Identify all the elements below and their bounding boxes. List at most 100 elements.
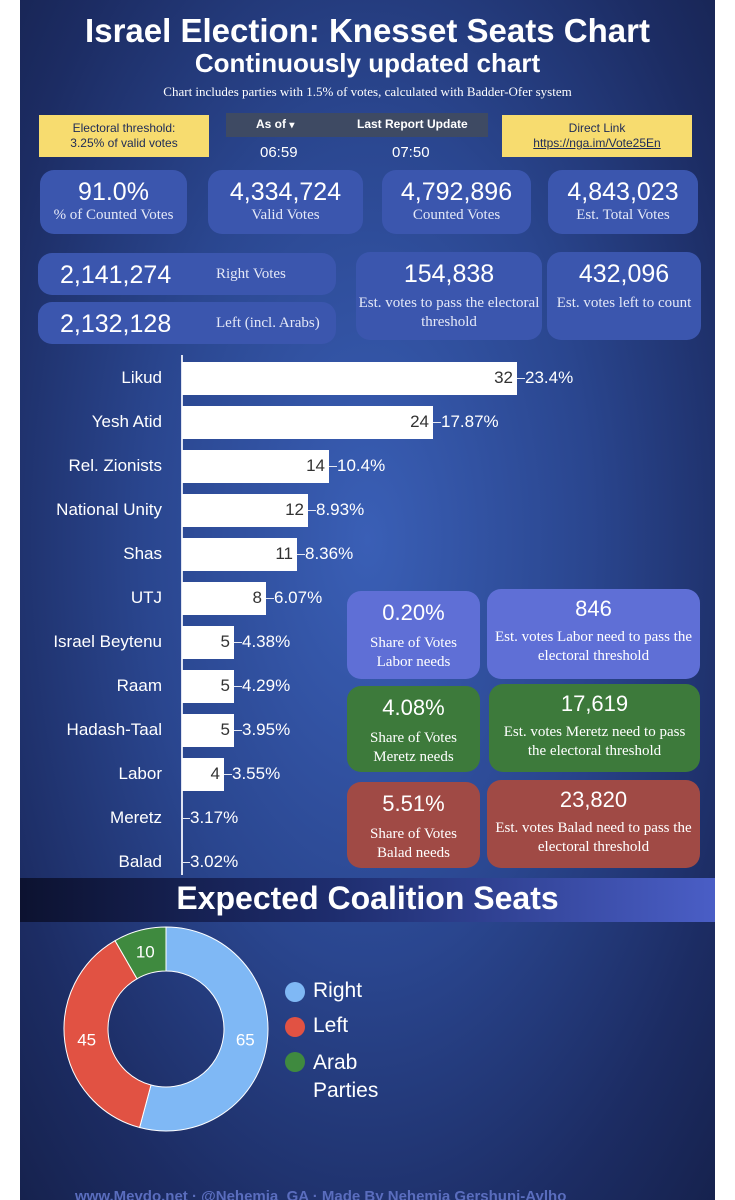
bar-label: Hadash-Taal — [66, 720, 162, 739]
legend-label-arab[interactable]: Arab Parties — [313, 1051, 379, 1102]
coalition-title: Expected Coalition Seats — [176, 880, 559, 916]
as-of-dropdown[interactable]: As of ▾ — [256, 113, 294, 137]
legend-swatch-right — [285, 982, 305, 1002]
threshold-box: Electoral threshold: 3.25% of valid vote… — [39, 115, 209, 157]
meretz-share-label: Share of Votes Meretz needs — [370, 730, 457, 765]
bar-tick — [433, 422, 441, 423]
bar-tick — [297, 554, 305, 555]
meretz-votes-label: Est. votes Meretz need to pass the elect… — [503, 724, 686, 759]
bar-seat-label: 12 — [285, 500, 304, 519]
stat-label: Est. Total Votes — [576, 207, 670, 223]
footer-credits: www.Mevdo.net · @Nehemia_GA · Made By Ne… — [75, 1188, 567, 1200]
bar[interactable] — [182, 406, 433, 439]
threshold-votes-card: 154,838 Est. votes to pass the electoral… — [356, 252, 542, 340]
chart-note: Chart includes parties with 1.5% of vote… — [163, 84, 572, 99]
bar-label: Yesh Atid — [91, 412, 162, 431]
balad-share-value: 5.51% — [382, 791, 445, 816]
bar-label: Meretz — [110, 808, 162, 827]
legend-label-left[interactable]: Left — [313, 1014, 349, 1037]
donut-slice-right[interactable] — [138, 926, 269, 1132]
bar-seat-label: 24 — [410, 412, 429, 431]
page-title: Israel Election: Knesset Seats Chart — [85, 12, 650, 49]
legend-swatch-arab — [285, 1052, 305, 1072]
bar-label: Israel Beytenu — [53, 632, 162, 651]
bar-label: Balad — [118, 852, 162, 871]
bar-seat-label: 5 — [220, 632, 230, 651]
balad-share-card: 5.51% Share of Votes Balad needs — [347, 782, 480, 868]
bar-tick — [266, 598, 274, 599]
bar-vote-share: 23.4% — [525, 368, 574, 387]
bar-label: UTJ — [130, 588, 162, 607]
infographic: Israel Election: Knesset Seats Chart Con… — [20, 0, 715, 1200]
bar[interactable] — [182, 494, 308, 527]
direct-link-url[interactable]: https://nga.im/Vote25En — [533, 136, 661, 150]
bar-label: Raam — [116, 676, 162, 695]
stat-label: % of Counted Votes — [53, 207, 174, 223]
bar-vote-share: 17.87% — [441, 412, 499, 431]
bar-seat-label: 5 — [220, 720, 230, 739]
stat-value: 4,843,023 — [567, 178, 679, 206]
left-margin — [0, 0, 20, 1200]
donut-slice-left[interactable] — [63, 939, 152, 1129]
votes-left-card: 432,096 Est. votes left to count — [547, 252, 701, 340]
legend-label-right[interactable]: Right — [313, 979, 363, 1002]
votes-left-value: 432,096 — [578, 260, 670, 288]
bar[interactable] — [182, 582, 266, 615]
stat-label: Valid Votes — [251, 207, 320, 223]
bar[interactable] — [182, 626, 234, 659]
bar[interactable] — [182, 362, 517, 395]
meretz-votes-card: 17,619 Est. votes Meretz need to pass th… — [489, 684, 700, 772]
chart-axis — [181, 355, 183, 875]
labor-share-label: Share of Votes Labor needs — [370, 635, 457, 670]
bar-label: Labor — [118, 764, 162, 783]
labor-votes-card: 846 Est. votes Labor need to pass the el… — [487, 589, 700, 679]
bar-tick — [182, 862, 190, 863]
stat-card: 4,334,724 Valid Votes — [208, 170, 363, 234]
stat-value: 91.0% — [78, 178, 149, 206]
right-margin — [715, 0, 735, 1200]
bar-tick — [517, 378, 525, 379]
left-votes-label: Left (incl. Arabs) — [216, 315, 320, 331]
bar[interactable] — [182, 758, 224, 791]
stat-card: 4,843,023 Est. Total Votes — [548, 170, 698, 234]
bar-label: Rel. Zionists — [68, 456, 162, 475]
threshold-votes-label: Est. votes to pass the electoral thresho… — [358, 295, 540, 330]
bar[interactable] — [182, 450, 329, 483]
bar-vote-share: 3.95% — [242, 720, 291, 739]
bar-seat-label: 4 — [210, 764, 220, 783]
balad-votes-label: Est. votes Balad need to pass the electo… — [495, 820, 692, 855]
donut-slice-arab-parties[interactable] — [114, 926, 167, 980]
right-votes-card: 2,141,274 Right Votes — [38, 253, 336, 295]
threshold-line2: 3.25% of valid votes — [70, 136, 178, 150]
bar-label: Shas — [123, 544, 162, 563]
legend-swatch-left — [285, 1017, 305, 1037]
bar[interactable] — [182, 538, 297, 571]
bar-vote-share: 4.38% — [242, 632, 291, 651]
donut-slice-label: 10 — [136, 943, 155, 962]
bar-seat-label: 14 — [306, 456, 325, 475]
page-subtitle: Continuously updated chart — [194, 48, 541, 78]
balad-votes-value: 23,820 — [559, 787, 628, 812]
bar-seat-label: 5 — [220, 676, 230, 695]
bar-vote-share: 6.07% — [274, 588, 323, 607]
bar-tick — [308, 510, 316, 511]
bar-tick — [182, 818, 190, 819]
labor-votes-label: Est. votes Labor need to pass the electo… — [494, 629, 693, 664]
stat-value: 4,792,896 — [400, 178, 513, 206]
bar-tick — [234, 686, 242, 687]
bar-tick — [234, 730, 242, 731]
stat-value: 4,334,724 — [229, 178, 342, 206]
bar[interactable] — [182, 714, 234, 747]
bar-label: National Unity — [56, 500, 162, 519]
bar-tick — [329, 466, 337, 467]
labor-share-card: 0.20% Share of Votes Labor needs — [347, 591, 480, 679]
right-votes-value: 2,141,274 — [60, 261, 172, 289]
labor-votes-value: 846 — [575, 596, 612, 621]
seats-bar-chart: Likud 32 23.4% Yesh Atid 24 17.87% Rel. Zionis… — [20, 0, 715, 880]
bar-seat-label: 11 — [275, 544, 293, 563]
donut-slice-label: 45 — [77, 1030, 96, 1049]
bar-tick — [224, 774, 232, 775]
balad-votes-card: 23,820 Est. votes Balad need to pass the… — [487, 780, 700, 868]
bar[interactable] — [182, 670, 234, 703]
donut-slice-label: 65 — [236, 1030, 255, 1049]
